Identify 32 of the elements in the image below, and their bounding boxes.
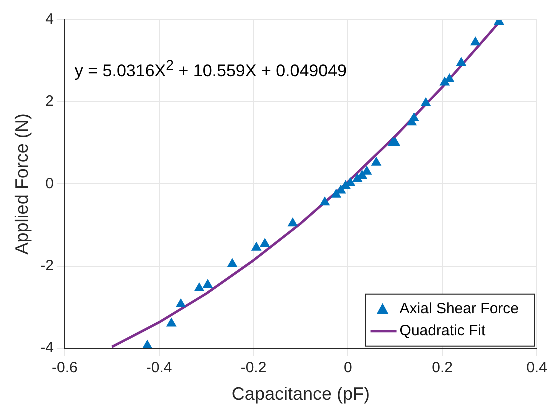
- y-tick-label: 0: [46, 175, 54, 192]
- y-tick-label: 4: [46, 11, 54, 28]
- point: [202, 279, 214, 288]
- point: [260, 238, 270, 248]
- legend-label: Axial Shear Force: [400, 300, 519, 318]
- point: [371, 156, 382, 166]
- point: [456, 57, 467, 66]
- point: [176, 298, 186, 308]
- x-tick-label: -0.6: [52, 360, 78, 377]
- y-tick-label: -2: [40, 257, 54, 274]
- x-axis-title: Capacitance (pF): [232, 384, 370, 404]
- point: [470, 36, 481, 46]
- y-tick-label: 2: [46, 93, 54, 110]
- point: [409, 112, 420, 122]
- point: [390, 137, 401, 146]
- point: [320, 196, 330, 206]
- x-tick-label: 0.4: [526, 360, 548, 377]
- point: [166, 318, 177, 327]
- point: [227, 258, 238, 268]
- x-tick-label: 0.2: [432, 360, 454, 377]
- legend-label: Quadratic Fit: [400, 322, 486, 340]
- y-axis-title: Applied Force (N): [12, 114, 32, 255]
- point: [194, 282, 205, 292]
- point: [420, 97, 432, 106]
- point: [331, 188, 342, 198]
- x-tick-label: -0.4: [146, 360, 172, 377]
- point: [251, 242, 262, 251]
- annotation: y = 5.0316X$^{2}$ + 10.559X + 0.049049: [74, 58, 348, 82]
- point: [288, 218, 298, 227]
- x-tick-label: 0: [344, 360, 352, 377]
- y-tick-label: -4: [40, 340, 54, 357]
- x-tick-label: -0.2: [240, 360, 267, 377]
